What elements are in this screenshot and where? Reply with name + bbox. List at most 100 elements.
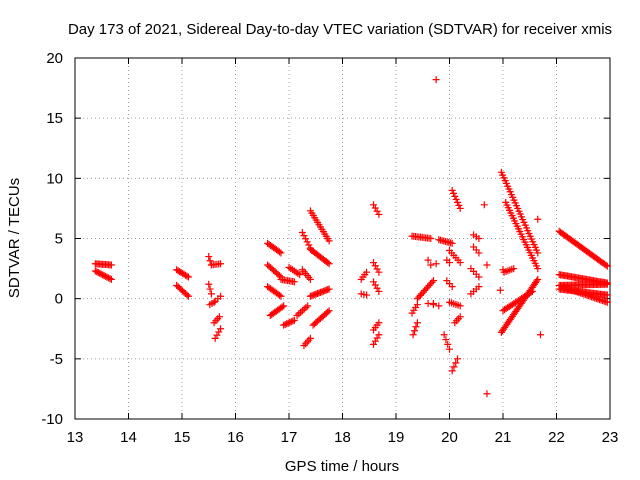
data-point xyxy=(284,319,292,327)
data-point xyxy=(452,359,460,367)
data-point xyxy=(602,261,610,269)
data-point xyxy=(210,298,218,306)
chart-title: Day 173 of 2021, Sidereal Day-to-day VTE… xyxy=(68,21,612,38)
data-point xyxy=(184,292,192,300)
data-point xyxy=(375,331,383,339)
data-point xyxy=(280,321,288,329)
data-point xyxy=(375,210,383,218)
x-tick-label: 13 xyxy=(67,429,84,446)
data-point xyxy=(427,261,435,269)
data-point xyxy=(215,313,223,321)
data-point xyxy=(446,259,453,267)
data-point xyxy=(429,277,437,285)
data-point xyxy=(106,275,114,283)
data-point xyxy=(409,331,417,339)
data-point xyxy=(424,256,432,264)
data-point xyxy=(107,275,115,283)
data-point xyxy=(325,260,333,268)
data-point xyxy=(325,307,333,315)
data-point xyxy=(184,273,192,281)
grid-lines xyxy=(75,58,610,419)
x-tick-label: 17 xyxy=(281,429,298,446)
data-point xyxy=(456,302,464,310)
data-point xyxy=(510,265,518,273)
data-point xyxy=(475,249,483,257)
data-points xyxy=(91,76,611,398)
data-point xyxy=(456,204,464,212)
data-point xyxy=(452,195,460,203)
data-point xyxy=(432,260,440,268)
data-point xyxy=(499,266,507,274)
data-point xyxy=(217,260,225,268)
data-point xyxy=(375,268,383,276)
y-tick-label: 20 xyxy=(46,50,63,67)
data-point xyxy=(603,291,611,299)
data-point xyxy=(412,323,420,331)
data-point xyxy=(603,262,611,270)
data-point xyxy=(363,268,371,276)
data-point xyxy=(446,345,453,353)
data-point xyxy=(454,198,462,206)
data-point xyxy=(448,367,456,375)
data-point xyxy=(480,201,488,209)
y-axis-label: SDTVAR / TECUs xyxy=(6,178,23,298)
data-point xyxy=(375,319,383,327)
data-point xyxy=(528,287,536,295)
data-point xyxy=(304,302,312,310)
data-point xyxy=(289,317,297,325)
data-point xyxy=(207,290,215,298)
data-point xyxy=(375,287,383,295)
data-point xyxy=(603,298,611,306)
data-point xyxy=(306,334,314,342)
data-point xyxy=(325,237,333,245)
data-point xyxy=(455,201,463,209)
data-point xyxy=(275,272,283,280)
data-point xyxy=(534,249,542,257)
data-point xyxy=(534,215,542,223)
data-point xyxy=(451,192,459,200)
data-point xyxy=(287,318,295,326)
x-tick-label: 18 xyxy=(334,429,351,446)
data-point xyxy=(428,278,436,286)
data-point xyxy=(475,273,483,281)
x-tick-label: 16 xyxy=(227,429,244,446)
data-point xyxy=(183,291,191,299)
data-point xyxy=(205,253,213,261)
data-point xyxy=(363,291,371,299)
data-point xyxy=(448,283,456,291)
x-tick-label: 19 xyxy=(388,429,405,446)
data-point xyxy=(296,271,304,279)
y-tick-label: 5 xyxy=(55,231,63,248)
data-point xyxy=(413,301,421,309)
data-point xyxy=(305,241,313,249)
data-point xyxy=(454,355,462,363)
x-tick-label: 14 xyxy=(120,429,137,446)
data-point xyxy=(533,277,541,285)
data-point xyxy=(456,259,464,267)
data-point xyxy=(413,319,421,327)
x-tick-label: 15 xyxy=(174,429,191,446)
data-point xyxy=(411,327,419,335)
y-tick-label: 15 xyxy=(46,110,63,127)
data-point xyxy=(435,302,443,310)
data-point xyxy=(450,363,458,371)
data-point xyxy=(290,278,298,286)
data-point xyxy=(603,280,611,288)
data-point xyxy=(429,299,437,307)
x-tick-label: 22 xyxy=(548,429,565,446)
y-tick-label: 0 xyxy=(55,291,63,308)
data-point xyxy=(303,238,311,246)
data-point xyxy=(183,272,191,280)
data-point xyxy=(275,291,283,299)
data-point xyxy=(496,286,504,294)
data-point xyxy=(324,259,332,267)
x-tick-label: 20 xyxy=(441,429,458,446)
data-point xyxy=(306,275,314,283)
data-point xyxy=(107,261,115,269)
y-tick-label: 10 xyxy=(46,170,63,187)
data-point xyxy=(325,285,333,293)
data-point xyxy=(432,76,440,84)
x-tick-label: 21 xyxy=(495,429,512,446)
